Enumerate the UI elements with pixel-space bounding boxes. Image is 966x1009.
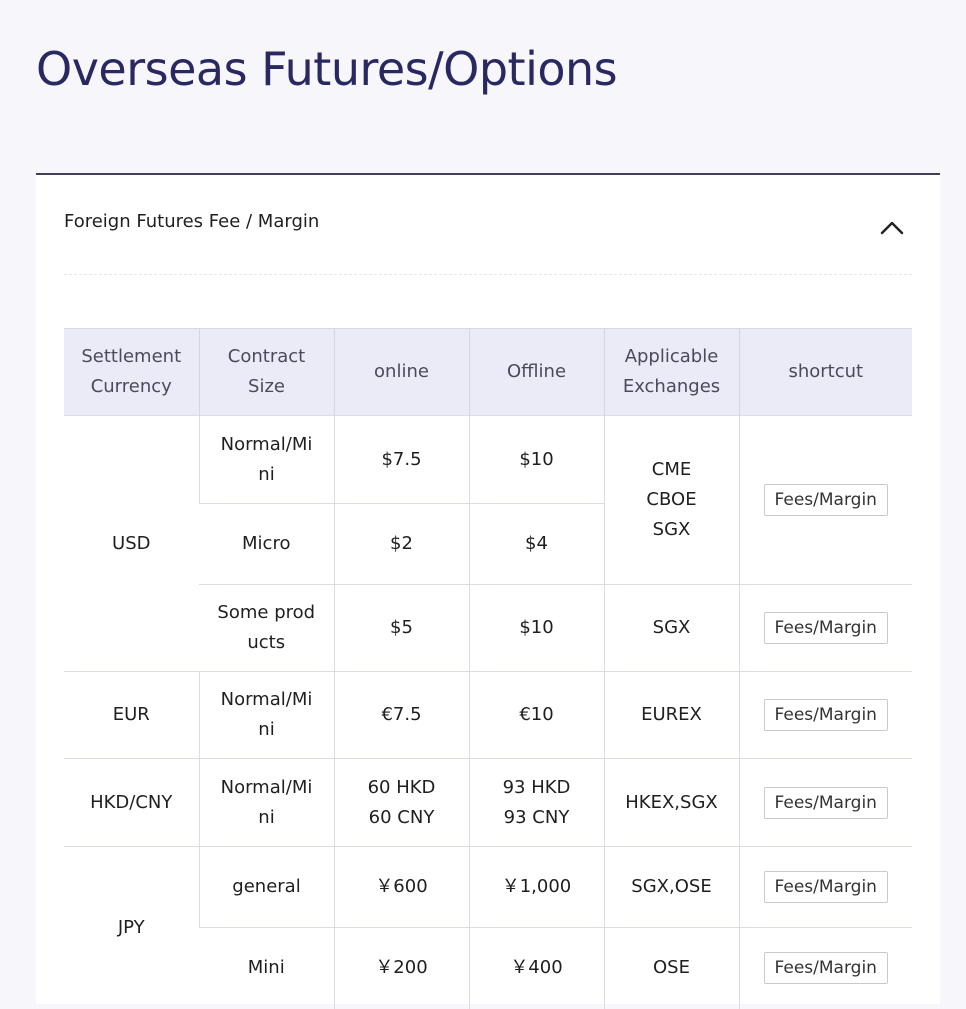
offline-fee-cell: $10 bbox=[468, 584, 604, 672]
online-fee-cell: 60 HKD 60 CNY bbox=[333, 758, 469, 847]
table-row: Some prod ucts $5 $10 SGX Fees/Margin bbox=[64, 584, 912, 672]
header-shortcut: shortcut bbox=[738, 328, 912, 416]
exchanges-cell: EUREX bbox=[603, 671, 739, 759]
fee-margin-panel: Foreign Futures Fee / Margin Settlement … bbox=[36, 173, 940, 1009]
contract-size-cell: Normal/Mi ni bbox=[198, 758, 334, 847]
table-row: EUR Normal/Mi ni €7.5 €10 EUREX Fees/Mar… bbox=[64, 671, 912, 759]
exchanges-cell: SGX,OSE bbox=[603, 846, 739, 928]
panel-title: Foreign Futures Fee / Margin bbox=[64, 211, 320, 232]
currency-cell: JPY bbox=[64, 846, 199, 1009]
online-fee-cell: ￥200 bbox=[333, 927, 469, 1009]
contract-size-cell: Mini bbox=[199, 927, 334, 1009]
panel-header[interactable]: Foreign Futures Fee / Margin bbox=[64, 175, 912, 275]
contract-size-cell: general bbox=[198, 846, 334, 928]
shortcut-cell: Fees/Margin bbox=[738, 927, 912, 1009]
header-offline: Offline bbox=[468, 328, 604, 416]
fees-margin-button[interactable]: Fees/Margin bbox=[763, 484, 888, 516]
fees-margin-button[interactable]: Fees/Margin bbox=[763, 699, 888, 731]
shortcut-cell: Fees/Margin bbox=[738, 671, 912, 759]
contract-size-cell: Normal/Mi ni bbox=[198, 415, 334, 504]
exchanges-cell: CME CBOE SGX bbox=[603, 415, 739, 585]
page-title: Overseas Futures/Options bbox=[36, 42, 618, 96]
header-online: online bbox=[333, 328, 469, 416]
contract-size-cell: Micro bbox=[199, 503, 334, 585]
shortcut-cell: Fees/Margin bbox=[738, 846, 912, 928]
header-contract-size: Contract Size bbox=[198, 328, 334, 416]
exchanges-cell: OSE bbox=[603, 927, 739, 1009]
header-applicable-exchanges: Applicable Exchanges bbox=[603, 328, 739, 416]
chevron-up-icon[interactable] bbox=[880, 217, 904, 237]
table-header-row: Settlement Currency Contract Size online… bbox=[64, 328, 912, 416]
table-row: Micro $2 $4 bbox=[64, 503, 912, 585]
table-row: JPY general ￥600 ￥1,000 SGX,OSE Fees/Mar… bbox=[64, 846, 912, 1009]
offline-fee-cell: ￥400 bbox=[468, 927, 604, 1009]
table-row: Mini ￥200 ￥400 OSE Fees/Margin bbox=[64, 927, 912, 1009]
offline-fee-cell: $10 bbox=[468, 415, 604, 504]
fees-margin-button[interactable]: Fees/Margin bbox=[763, 786, 888, 819]
table-row: HKD/CNY Normal/Mi ni 60 HKD 60 CNY 93 HK… bbox=[64, 758, 912, 847]
fees-margin-button[interactable]: Fees/Margin bbox=[763, 612, 888, 644]
table-row: USD Normal/Mi ni $7.5 $10 CME CBOE SGX F… bbox=[64, 415, 912, 672]
shortcut-cell: Fees/Margin bbox=[738, 584, 912, 672]
online-fee-cell: ￥600 bbox=[333, 846, 469, 928]
exchanges-cell: HKEX,SGX bbox=[603, 758, 739, 847]
shortcut-cell: Fees/Margin bbox=[738, 415, 912, 585]
online-fee-cell: €7.5 bbox=[333, 671, 469, 759]
offline-fee-cell: ￥1,000 bbox=[468, 846, 604, 928]
fees-margin-button[interactable]: Fees/Margin bbox=[763, 871, 888, 903]
currency-cell: USD bbox=[64, 415, 199, 672]
fee-table: Settlement Currency Contract Size online… bbox=[64, 328, 912, 1009]
offline-fee-cell: €10 bbox=[468, 671, 604, 759]
online-fee-cell: $2 bbox=[333, 503, 469, 585]
online-fee-cell: $5 bbox=[333, 584, 469, 672]
online-fee-cell: $7.5 bbox=[333, 415, 469, 504]
currency-cell: HKD/CNY bbox=[64, 758, 199, 847]
fees-margin-button[interactable]: Fees/Margin bbox=[763, 952, 888, 985]
contract-size-cell: Some prod ucts bbox=[199, 584, 334, 672]
header-settlement-currency: Settlement Currency bbox=[64, 328, 199, 416]
contract-size-cell: Normal/Mi ni bbox=[198, 671, 334, 759]
exchanges-cell: SGX bbox=[603, 584, 739, 672]
currency-cell: EUR bbox=[64, 671, 199, 759]
offline-fee-cell: 93 HKD 93 CNY bbox=[468, 758, 604, 847]
shortcut-cell: Fees/Margin bbox=[738, 758, 912, 847]
offline-fee-cell: $4 bbox=[468, 503, 604, 585]
